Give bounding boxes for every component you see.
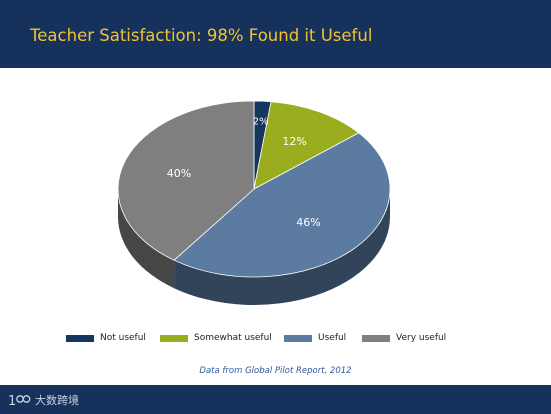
legend-label: Not useful — [100, 333, 146, 343]
data-label-not-useful: 2% — [253, 117, 269, 128]
pie-slice-somewhat-useful — [253, 101, 360, 190]
legend-item-useful: Useful — [284, 330, 346, 346]
chart-area: 2% 12% 46% 40% — [0, 68, 551, 318]
header-bar: Teacher Satisfaction: 98% Found it Usefu… — [0, 0, 551, 68]
logo-icon: 1 — [8, 394, 31, 408]
legend-swatch — [160, 334, 188, 342]
data-label-somewhat-useful: 12% — [282, 135, 306, 148]
pie-side-useful — [174, 189, 390, 306]
pie-slice-very-useful — [117, 100, 255, 261]
footer-bar: 1 大数跨境 — [0, 385, 551, 414]
source-note: Data from Global Pilot Report, 2012 — [199, 366, 352, 376]
data-label-useful: 46% — [296, 216, 320, 229]
legend-label: Useful — [318, 333, 347, 343]
pie-side-very-useful — [118, 189, 175, 289]
page-title: Teacher Satisfaction: 98% Found it Usefu… — [30, 26, 373, 45]
legend-label: Somewhat useful — [194, 333, 272, 343]
pie-chart: 2% 12% 46% 40% — [117, 100, 391, 306]
data-label-very-useful: 40% — [167, 167, 191, 180]
logo: 1 大数跨境 — [8, 391, 79, 409]
legend-item-very-useful: Very useful — [362, 330, 446, 346]
pie-slice-useful — [173, 132, 391, 278]
legend-item-somewhat-useful: Somewhat useful — [160, 330, 272, 346]
legend-swatch — [284, 334, 312, 342]
svg-text:1: 1 — [8, 394, 16, 408]
legend-label: Very useful — [396, 333, 447, 343]
legend-swatch — [66, 334, 94, 342]
chart-legend: Not useful Somewhat useful Useful Very usef… — [0, 330, 551, 346]
logo-text: 大数跨境 — [35, 394, 79, 407]
legend-item-not-useful: Not useful — [66, 330, 146, 346]
legend-swatch — [362, 334, 390, 342]
